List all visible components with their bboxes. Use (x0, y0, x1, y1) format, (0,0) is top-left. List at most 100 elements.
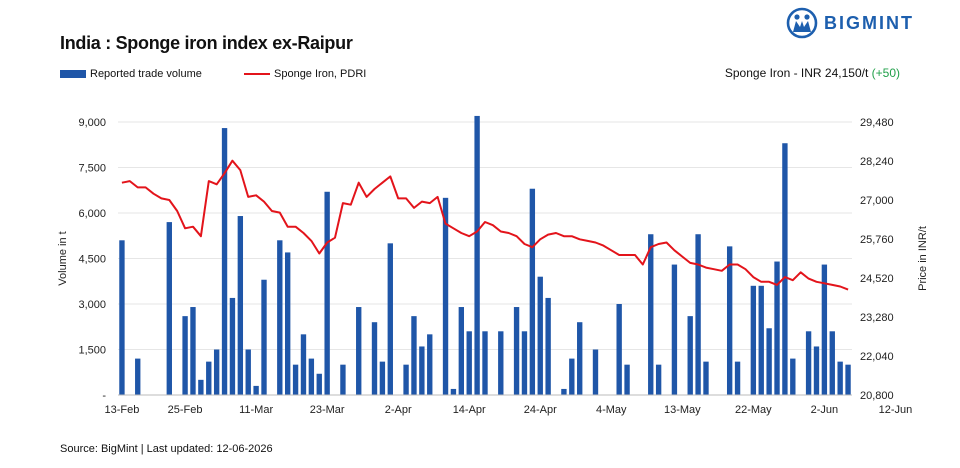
volume-bar (695, 234, 701, 395)
volume-bar (758, 285, 764, 395)
x-tick-label: 4-May (596, 404, 627, 416)
volume-bar (734, 361, 741, 395)
volume-bar (308, 358, 315, 395)
volume-bar (277, 240, 283, 395)
volume-bar (529, 188, 536, 395)
volume-bar (545, 297, 551, 395)
volume-bar (561, 388, 567, 395)
y-tick-label: 9,000 (78, 117, 106, 129)
volume-bar (458, 307, 465, 395)
x-tick-label: 2-Apr (385, 404, 412, 416)
bigmint-logo-icon (786, 7, 818, 39)
volume-bar (782, 143, 788, 395)
legend-line-entry: Sponge Iron, PDRI (244, 68, 366, 80)
volume-bar (482, 331, 488, 395)
legend-bar-entry: Reported trade volume (60, 68, 202, 80)
y2-tick-label: 27,000 (860, 195, 894, 207)
volume-bar (419, 346, 425, 395)
y2-axis-title: Price in INR/t (917, 226, 929, 291)
y-tick-label: 6,000 (78, 208, 106, 220)
y-tick-label: 7,500 (78, 163, 106, 175)
y-tick-label: 1,500 (78, 345, 106, 357)
logo-text: BIGMINT (824, 12, 914, 33)
volume-bar (340, 364, 346, 395)
volume-bar (403, 364, 409, 395)
volume-bar (766, 328, 772, 395)
volume-bar (498, 331, 504, 395)
volume-bar (135, 358, 141, 395)
volume-bar (261, 279, 267, 395)
volume-bar (577, 322, 583, 395)
volume-bar (427, 334, 433, 395)
volume-bar (655, 364, 662, 395)
volume-bar (371, 322, 378, 395)
volume-bar (750, 285, 757, 395)
price-line (121, 159, 849, 291)
chart-area: - 1,500 3,000 4,500 6,000 7,500 9,000 20,800 22,… (57, 115, 929, 416)
y2-tick-label: 25,760 (860, 234, 894, 246)
legend-line-label: Sponge Iron, PDRI (274, 68, 367, 80)
volume-bar (356, 307, 362, 395)
volume-bar (119, 240, 125, 395)
volume-bar (300, 334, 307, 395)
volume-bar (237, 216, 244, 395)
chart-title: India : Sponge iron index ex-Raipur (60, 33, 353, 53)
x-tick-label: 11-Mar (239, 404, 273, 416)
volume-bar (790, 358, 796, 395)
volume-bar (190, 307, 196, 395)
price-change: (+50) (871, 66, 900, 80)
volume-bar (813, 346, 820, 395)
y-tick-label: 4,500 (78, 254, 106, 266)
y-tick-label: - (102, 390, 106, 402)
volume-bar (182, 316, 188, 395)
latest-price-note: Sponge Iron - INR 24,150/t (+50) (725, 66, 900, 80)
x-tick-label: 22-May (735, 404, 772, 416)
volume-bar (387, 243, 393, 395)
volume-bar (245, 349, 251, 395)
volume-bar (829, 331, 835, 395)
volume-bar (198, 379, 204, 395)
x-tick-label: 23-Mar (310, 404, 345, 416)
bigmint-logo: BIGMINT (786, 6, 914, 40)
volume-bar (687, 316, 693, 395)
y2-tick-label: 22,040 (860, 351, 894, 363)
x-tick-label: 12-Jun (879, 404, 913, 416)
volume-bar (442, 197, 449, 395)
x-tick-label: 2-Jun (811, 404, 839, 416)
volume-bar (774, 261, 780, 395)
volume-bar (671, 264, 678, 395)
legend-bar-swatch (60, 70, 86, 78)
volume-bar (285, 252, 291, 395)
volume-bar (821, 264, 828, 395)
volume-bar (411, 316, 417, 395)
volume-bar (292, 364, 299, 395)
volume-bar (569, 358, 575, 395)
x-tick-label: 25-Feb (168, 404, 203, 416)
volume-bar (726, 246, 733, 395)
y-axis-title: Volume in t (57, 231, 69, 285)
y-tick-label: 3,000 (78, 299, 106, 311)
volume-bar (703, 361, 709, 395)
source-note: Source: BigMint | Last updated: 12-06-20… (60, 443, 273, 455)
y2-tick-label: 23,280 (860, 312, 894, 324)
volume-bar (466, 331, 472, 395)
volume-bar (592, 349, 599, 395)
volume-bar (805, 331, 812, 395)
volume-bar (450, 388, 457, 395)
volume-bar (253, 385, 259, 395)
volume-bar (521, 331, 528, 395)
volume-bar (221, 128, 228, 396)
volume-bar (379, 361, 386, 395)
y2-tick-label: 20,800 (860, 390, 894, 402)
volume-bar (213, 349, 220, 395)
x-tick-label: 13-Feb (105, 404, 140, 416)
volume-bar (845, 364, 851, 395)
volume-bar (324, 191, 330, 395)
volume-bar (474, 115, 480, 395)
volume-bar (648, 234, 654, 395)
x-tick-label: 14-Apr (453, 404, 486, 416)
volume-bar (206, 361, 212, 395)
x-tick-label: 13-May (664, 404, 701, 416)
volume-bar (166, 222, 172, 395)
volume-bar (624, 364, 630, 395)
